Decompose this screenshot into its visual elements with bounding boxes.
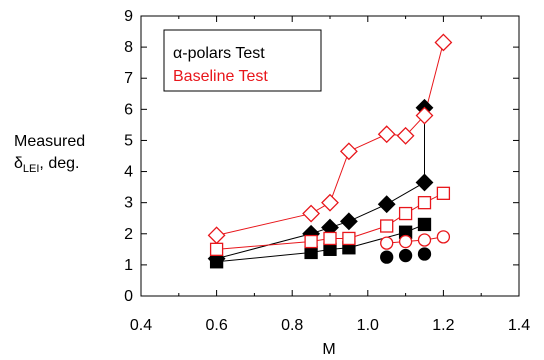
x-tick-label: 0.8 <box>281 317 303 334</box>
data-point-circle <box>398 234 413 249</box>
legend-entry-alpha-polars: α-polars Test <box>173 45 265 62</box>
data-point-circle <box>417 233 432 247</box>
y-tick-label: 4 <box>124 164 133 181</box>
data-point-square <box>304 245 318 260</box>
y-axis-label: Measured δLEI, deg. <box>14 133 85 175</box>
legend: α-polars Test Baseline Test <box>163 29 322 92</box>
x-tick-labels: 0.4 0.6 0.8 1.0 1.2 1.4 <box>130 317 530 334</box>
y-tick-label: 6 <box>124 101 133 118</box>
x-tick-label: 0.4 <box>130 317 152 334</box>
x-tick-label: 0.6 <box>205 317 227 334</box>
y-axis-label-line2: δLEI, deg. <box>14 155 79 175</box>
data-point-square <box>209 255 224 269</box>
data-point-circle <box>380 250 394 264</box>
y-tick-label: 1 <box>124 257 133 274</box>
tick-marks <box>140 15 520 297</box>
data-point-diamond <box>339 212 358 231</box>
x-tick-label: 1.2 <box>432 317 454 334</box>
legend-entry-baseline: Baseline Test <box>173 68 268 85</box>
y-axis-label-line1: Measured <box>14 133 85 150</box>
y-axis-label-rest: , deg. <box>39 155 79 172</box>
data-point-circle <box>436 230 451 244</box>
data-point-square <box>304 234 318 249</box>
y-tick-label: 9 <box>124 8 133 25</box>
data-point-square <box>398 206 413 221</box>
data-point-square <box>436 186 451 200</box>
y-tick-label: 8 <box>124 39 133 56</box>
data-point-diamond <box>207 226 226 245</box>
y-axis-label-delta: δ <box>14 155 23 172</box>
y-axis-label-subscript: LEI <box>23 163 40 175</box>
data-point-diamond <box>415 106 434 125</box>
x-axis-label: M <box>322 341 335 358</box>
data-point-square <box>417 217 432 232</box>
legend-box <box>163 29 322 92</box>
data-point-circle <box>417 247 432 261</box>
x-tick-label: 1.4 <box>508 317 530 334</box>
data-point-diamond <box>339 142 358 161</box>
y-tick-label: 2 <box>124 226 133 243</box>
data-point-circle <box>398 248 413 263</box>
data-point-circle <box>380 236 394 250</box>
data-point-square <box>323 231 337 246</box>
y-tick-label: 7 <box>124 70 133 87</box>
data-point-diamond <box>321 193 339 212</box>
y-tick-label: 0 <box>124 288 133 305</box>
data-point-diamond <box>302 204 321 223</box>
series-line <box>386 236 444 244</box>
y-tick-labels: 0 1 2 3 4 5 6 7 8 9 <box>124 8 133 305</box>
data-point-square <box>342 231 356 246</box>
data-point-square <box>380 219 394 233</box>
data-point-diamond <box>377 125 396 144</box>
data-point-diamond <box>396 126 415 145</box>
y-tick-label: 3 <box>124 195 133 212</box>
series-markers <box>207 33 453 269</box>
data-point-diamond <box>415 173 434 192</box>
data-point-square <box>417 196 432 210</box>
x-tick-label: 1.0 <box>357 317 379 334</box>
data-point-square <box>209 242 224 256</box>
y-tick-label: 5 <box>124 132 133 149</box>
data-point-square <box>323 242 337 256</box>
data-point-diamond <box>434 33 453 52</box>
data-point-diamond <box>377 195 396 214</box>
